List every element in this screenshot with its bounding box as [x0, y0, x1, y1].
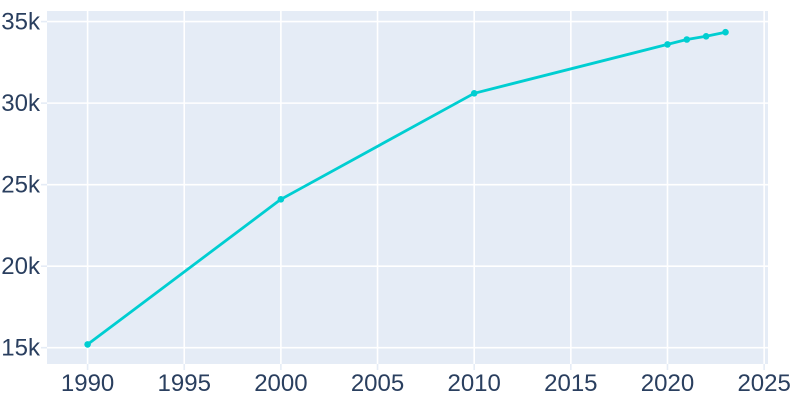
data-point-1990[interactable]	[84, 341, 91, 348]
data-point-2000[interactable]	[277, 196, 285, 203]
y-tick-label-25k: 25k	[1, 172, 41, 199]
y-tick-label-30k: 30k	[1, 90, 41, 117]
x-tick-label-1995: 1995	[158, 370, 211, 397]
x-tick-label-2010: 2010	[447, 370, 500, 397]
y-tick-label-20k: 20k	[1, 253, 41, 280]
plot-area[interactable]	[47, 11, 768, 364]
x-tick-label-2025: 2025	[737, 370, 790, 397]
x-tick-label-2015: 2015	[544, 370, 597, 397]
data-point-2022[interactable]	[702, 33, 710, 40]
x-tick-label-2020: 2020	[641, 370, 694, 397]
data-point-2020[interactable]	[664, 41, 671, 48]
data-point-2021[interactable]	[683, 36, 691, 43]
x-tick-label-1990: 1990	[61, 370, 114, 397]
data-point-2010[interactable]	[470, 90, 478, 97]
x-tick-label-2000: 2000	[254, 370, 307, 397]
x-tick-label-2005: 2005	[351, 370, 404, 397]
y-tick-label-35k: 35k	[1, 9, 41, 36]
y-tick-label-15k: 15k	[1, 335, 41, 362]
data-point-2023[interactable]	[722, 28, 729, 36]
